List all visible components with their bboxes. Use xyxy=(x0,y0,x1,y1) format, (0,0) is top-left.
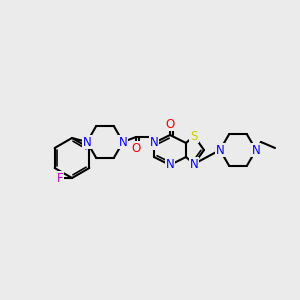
Text: S: S xyxy=(190,130,198,142)
Text: O: O xyxy=(165,118,175,130)
Text: N: N xyxy=(166,158,174,172)
Text: N: N xyxy=(252,143,260,157)
Text: O: O xyxy=(131,142,141,154)
Text: N: N xyxy=(190,158,198,170)
Text: N: N xyxy=(82,136,91,148)
Text: N: N xyxy=(216,143,224,157)
Text: F: F xyxy=(57,172,63,184)
Text: N: N xyxy=(150,136,158,149)
Text: N: N xyxy=(118,136,127,148)
